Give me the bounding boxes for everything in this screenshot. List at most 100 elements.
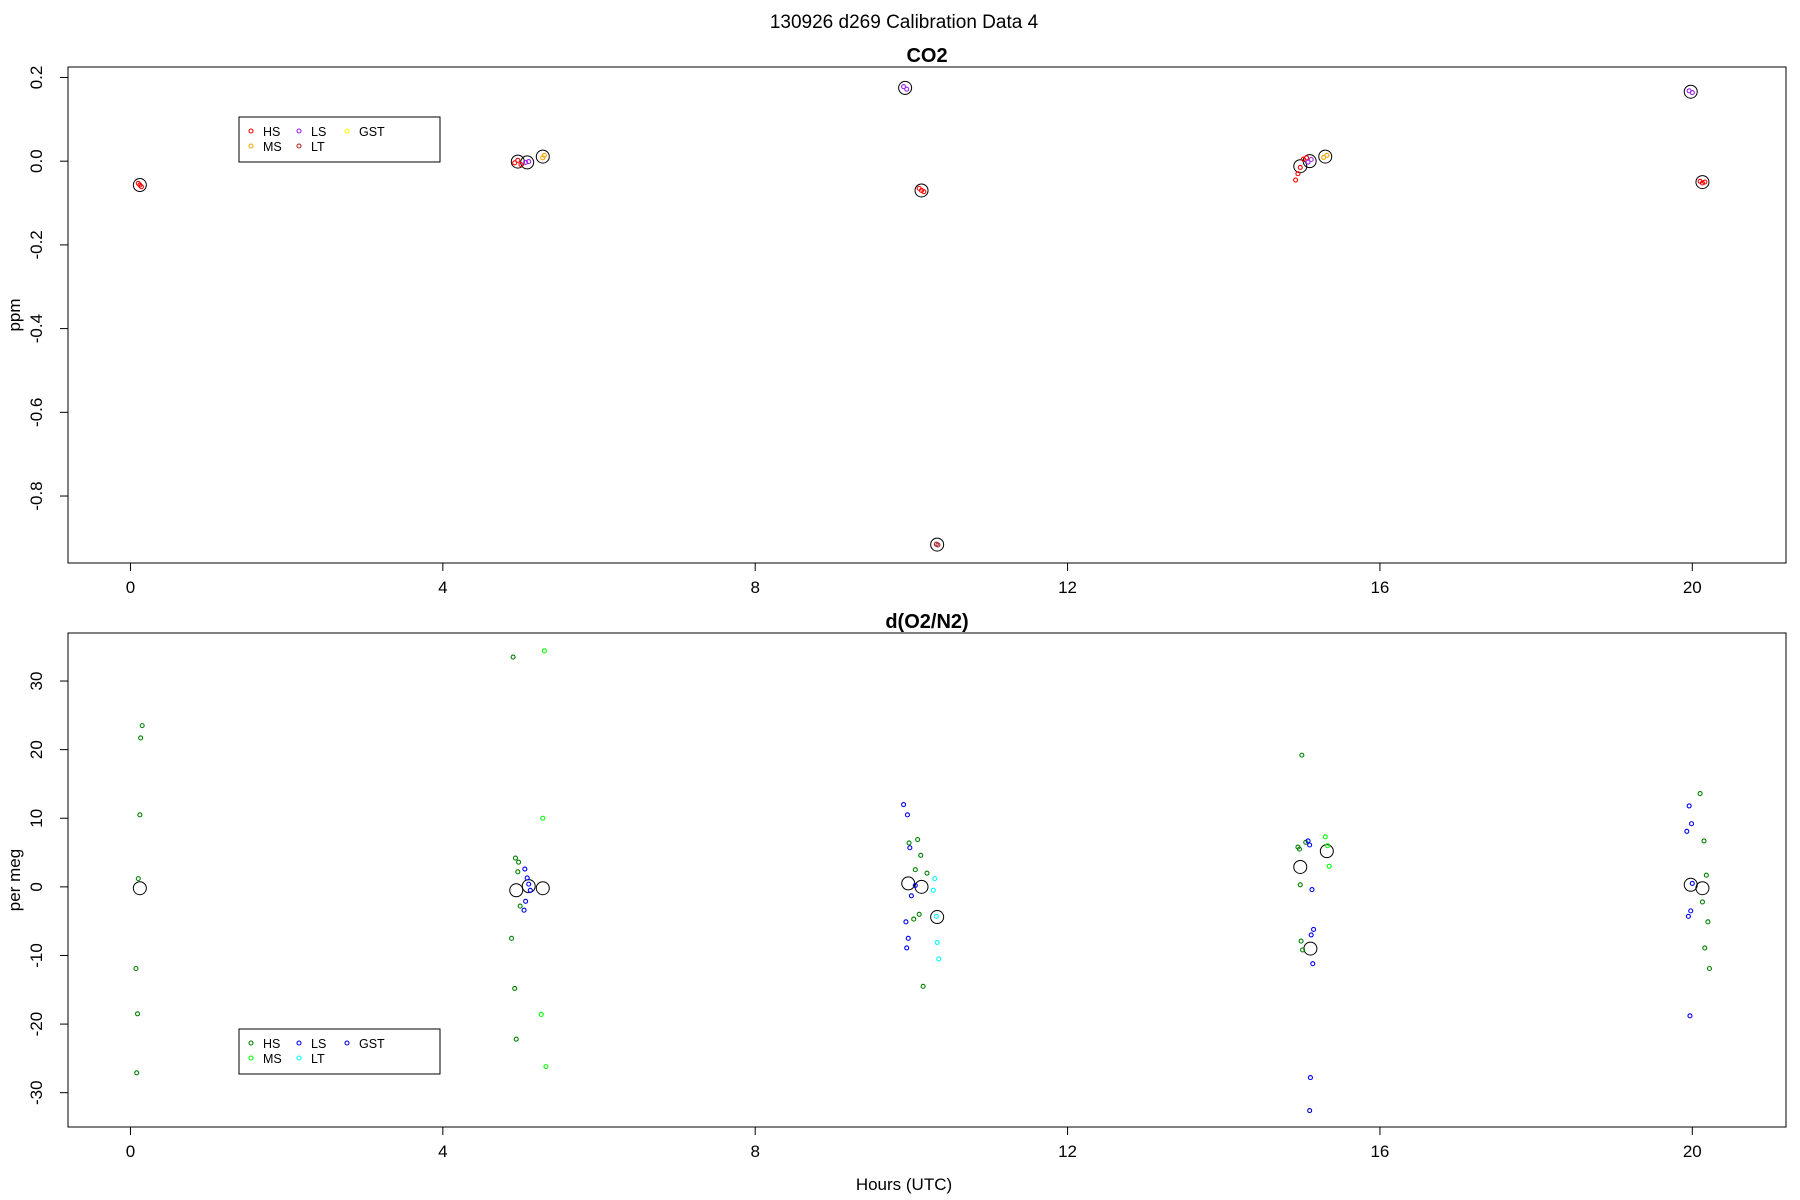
o2n2-legend-marker	[296, 1055, 302, 1061]
o2n2-point-ls	[1685, 913, 1691, 919]
co2-point-hs	[1702, 179, 1708, 185]
o2n2-point-hs	[911, 916, 917, 922]
co2-legend-box	[238, 116, 441, 163]
o2n2-point-lt	[933, 913, 939, 919]
co2-point-ls	[901, 84, 907, 90]
co2-legend-label: LT	[311, 140, 325, 154]
co2-point-hs	[1297, 164, 1303, 171]
o2n2-point-ls	[1305, 838, 1311, 844]
co2-y-tick-label: 0.0	[27, 149, 46, 173]
co2-point-lt	[935, 542, 941, 548]
o2n2-legend-label: GST	[359, 1037, 385, 1051]
co2-point-ms	[1324, 152, 1330, 158]
o2n2-x-tick-label: 12	[1058, 1142, 1077, 1161]
o2n2-point-ls	[1311, 926, 1317, 932]
o2n2-mean-marker	[1319, 844, 1334, 859]
o2n2-point-ls	[523, 898, 529, 904]
o2n2-mean-marker	[930, 910, 945, 925]
o2n2-point-ls	[907, 845, 913, 851]
o2n2-point-ls	[1687, 1013, 1693, 1019]
o2n2-point-ls	[522, 866, 528, 872]
o2n2-point-ms	[540, 815, 546, 821]
co2-legend-label: GST	[359, 125, 385, 139]
co2-point-hs	[1293, 177, 1299, 183]
co2-data-points	[135, 84, 1708, 548]
o2n2-y-tick-label: -30	[27, 1080, 46, 1105]
o2n2-point-ms	[541, 648, 547, 654]
o2n2-point-ms	[1326, 863, 1332, 869]
o2n2-point-hs	[512, 855, 519, 861]
o2n2-mean-marker	[914, 879, 929, 894]
o2n2-point-hs	[1298, 938, 1304, 944]
o2n2-plot-frame	[67, 632, 1787, 1128]
o2n2-legend-marker	[344, 1040, 350, 1046]
co2-legend-marker	[296, 128, 302, 134]
o2n2-point-hs	[1697, 790, 1703, 797]
o2n2-point-hs	[1300, 947, 1306, 953]
o2n2-mean-marker	[509, 883, 524, 898]
o2n2-mean-marker	[132, 881, 147, 896]
co2-plot-frame	[67, 66, 1787, 564]
o2n2-legend-marker	[248, 1040, 254, 1046]
o2n2-point-ms	[543, 1064, 549, 1070]
o2n2-mean-marker	[1303, 941, 1318, 956]
co2-y-tick-label: -0.8	[27, 481, 46, 510]
o2n2-mean-markers	[132, 844, 1710, 956]
o2n2-point-lt	[934, 939, 940, 945]
co2-legend-marker	[296, 143, 302, 149]
co2-mean-marker	[1683, 84, 1698, 99]
o2n2-point-hs	[517, 903, 523, 909]
co2-point-hs	[921, 189, 927, 195]
co2-point-ls	[1308, 156, 1314, 163]
o2n2-point-ls	[904, 945, 910, 951]
o2n2-x-tick-label: 4	[438, 1142, 447, 1161]
co2-legend-label: LS	[311, 125, 326, 139]
figure-title: 130926 d269 Calibration Data 4	[770, 12, 1039, 33]
co2-panel: CO2 ppm 0 4 8 12 16 20-0.8-0.6-0.4-0.20.00.2 …	[5, 45, 1787, 597]
o2n2-point-hs	[924, 870, 930, 876]
co2-panel-title: CO2	[906, 45, 947, 67]
o2n2-y-tick-label: 10	[27, 809, 46, 828]
o2n2-point-hs	[1703, 872, 1709, 878]
co2-y-tick-label: -0.6	[27, 398, 46, 427]
o2n2-x-tick-label: 20	[1683, 1142, 1702, 1161]
o2n2-ticks: 0 4 8 12 16 20 -30 -20 -10 0 10 20 30	[27, 672, 1702, 1161]
co2-y-tick-label: -0.4	[27, 314, 46, 343]
o2n2-point-ls	[1307, 1075, 1313, 1081]
o2n2-y-tick-label: 0	[27, 882, 46, 891]
co2-mean-marker	[535, 149, 550, 164]
co2-mean-marker	[1318, 149, 1333, 164]
co2-point-hs	[1699, 180, 1705, 186]
o2n2-point-hs	[1699, 899, 1705, 905]
co2-x-tick-label: 8	[750, 578, 759, 597]
o2n2-point-ls	[1308, 932, 1314, 938]
co2-x-tick-label: 20	[1683, 578, 1702, 597]
o2n2-point-hs	[134, 1070, 140, 1076]
co2-legend-marker	[344, 128, 350, 134]
o2n2-y-axis-label: per meg	[5, 849, 24, 911]
o2n2-point-ls	[524, 875, 530, 881]
o2n2-legend-label: LT	[311, 1052, 325, 1066]
o2n2-point-hs	[1702, 945, 1708, 951]
o2n2-x-tick-label: 0	[126, 1142, 135, 1161]
o2n2-point-hs	[912, 867, 918, 873]
co2-y-tick-label: -0.2	[27, 230, 46, 259]
o2n2-point-ls	[1688, 821, 1695, 827]
o2n2-point-hs	[1706, 965, 1713, 972]
o2n2-point-hs	[139, 723, 145, 729]
o2n2-point-hs	[1701, 838, 1707, 844]
o2n2-point-ms	[1325, 843, 1331, 849]
o2n2-point-ls	[905, 935, 911, 941]
o2n2-point-gst	[1307, 1107, 1313, 1114]
o2n2-point-hs	[1296, 846, 1303, 852]
co2-point-ls	[904, 86, 910, 92]
co2-point-ls	[523, 159, 529, 165]
o2n2-x-tick-label: 8	[750, 1142, 759, 1161]
o2n2-point-ls	[1309, 887, 1315, 893]
o2n2-point-ls	[1684, 828, 1690, 834]
co2-point-hs	[515, 157, 521, 163]
co2-point-ls	[1305, 159, 1311, 165]
o2n2-point-ls	[901, 801, 907, 808]
